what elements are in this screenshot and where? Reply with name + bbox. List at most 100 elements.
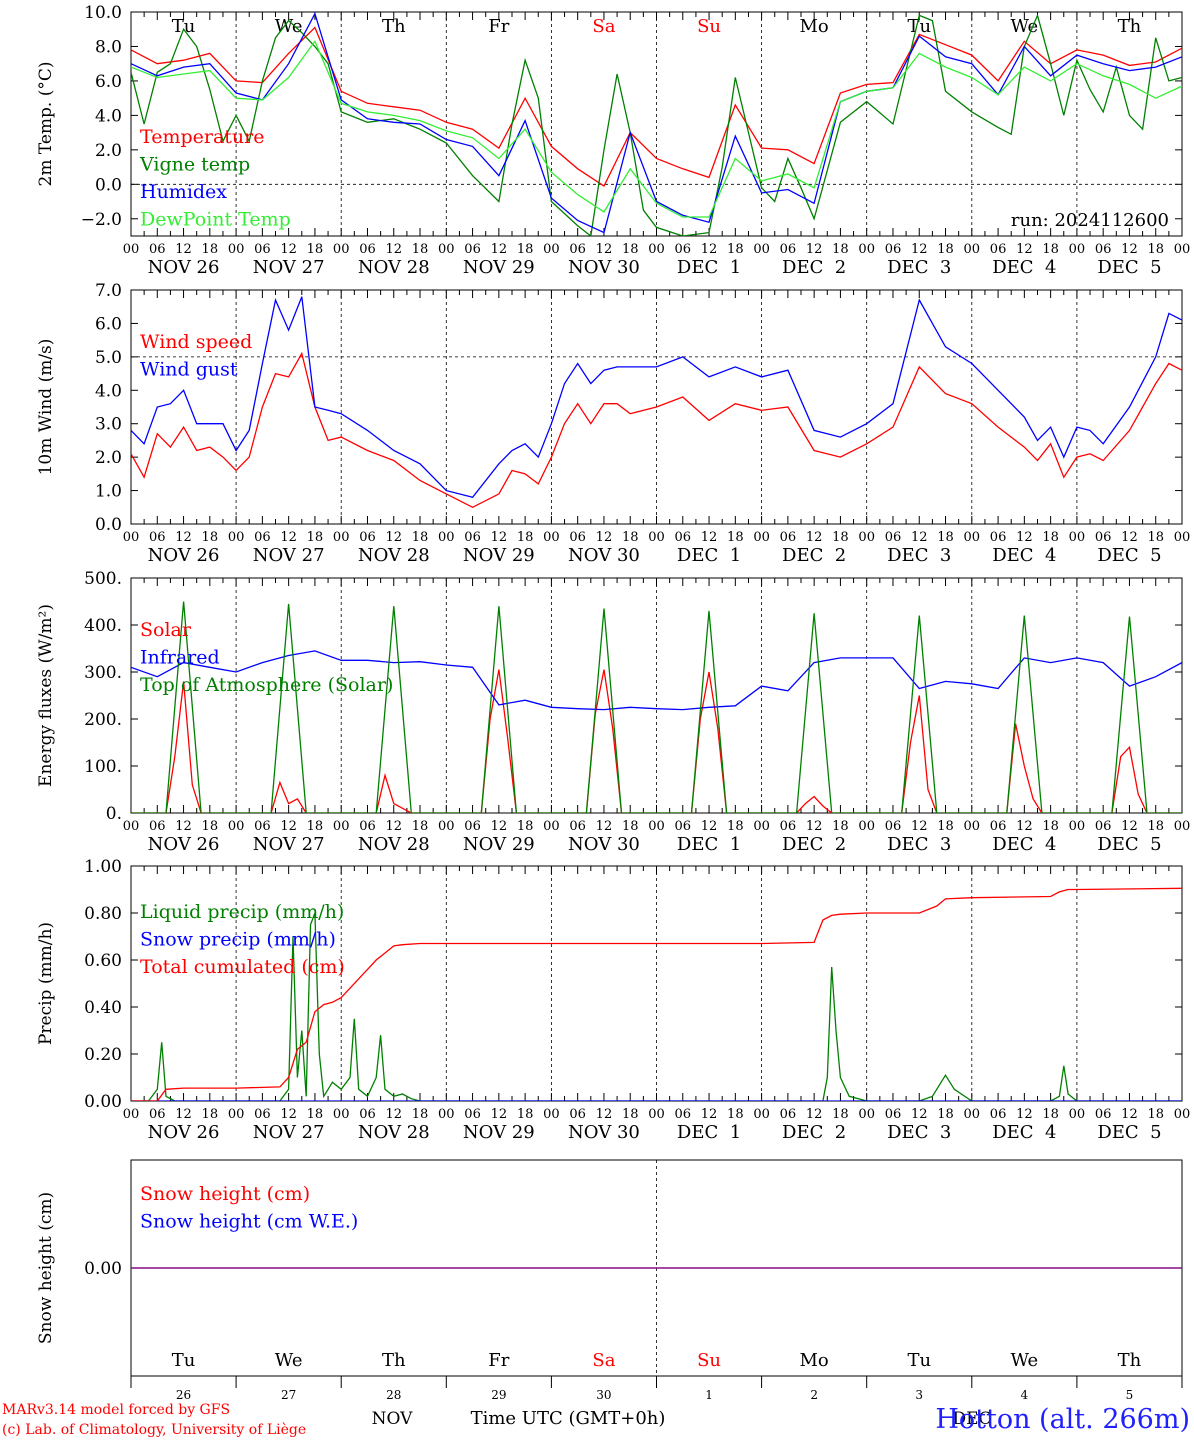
hour-label: 18 [1147, 819, 1164, 834]
panel-3: 0. 100. 200. 300. 400. 500. Energy fluxes (W/m… [36, 569, 1190, 855]
hour-label: 06 [569, 242, 586, 257]
hour-label: 18 [1042, 530, 1059, 545]
date-label: NOV 30 [568, 1122, 640, 1143]
panel-2: 0.0 1.0 2.0 3.0 4.0 5.0 6.0 7.0 10m Wind (m/s) 00… [36, 281, 1190, 566]
hour-label: 18 [412, 242, 429, 257]
day-name-label: Fr [488, 16, 509, 37]
meteogram-panels: −2.00.02.04.06.08.010.02m Temp. (°C)00 06… [36, 3, 1190, 1402]
hour-label: 12 [806, 530, 823, 545]
hour-label: 00 [964, 819, 981, 834]
hour-label: 12 [1016, 530, 1033, 545]
hour-label: 12 [175, 242, 192, 257]
day-name-label: We [1011, 1350, 1039, 1371]
date-label: NOV 30 [568, 257, 640, 278]
date-label: DEC 1 [677, 834, 741, 855]
y-tick-label: 0.80 [84, 904, 122, 924]
date-label: DEC 5 [1097, 257, 1161, 278]
date-label: NOV 27 [253, 545, 325, 566]
hour-label: 06 [780, 530, 797, 545]
hour-label: 18 [1147, 242, 1164, 257]
hour-label: 00 [123, 242, 140, 257]
day-number-label: 29 [491, 1388, 506, 1402]
date-label: DEC 3 [887, 545, 951, 566]
hour-label: 00 [438, 242, 455, 257]
hour-label: 12 [1121, 1107, 1138, 1122]
day-name-label: Sa [592, 1350, 615, 1371]
date-label: DEC 1 [677, 1122, 741, 1143]
date-label: NOV 28 [358, 545, 430, 566]
hour-label: 06 [1095, 530, 1112, 545]
hour-label: 00 [858, 819, 875, 834]
date-label: DEC 4 [992, 545, 1056, 566]
y-tick-label: 0. [106, 804, 122, 824]
hour-label: 18 [727, 819, 744, 834]
date-label: DEC 2 [782, 545, 846, 566]
hour-label: 18 [727, 242, 744, 257]
day-name-label: Fr [488, 1350, 509, 1371]
date-label: NOV 28 [358, 257, 430, 278]
hour-label: 00 [438, 819, 455, 834]
day-name-label: Tu [907, 16, 931, 37]
hour-label: 12 [806, 1107, 823, 1122]
hour-label: 00 [1174, 242, 1191, 257]
hour-label: 06 [675, 1107, 692, 1122]
hour-label: 18 [937, 819, 954, 834]
day-number-label: 27 [281, 1388, 296, 1402]
hour-label: 18 [517, 819, 534, 834]
date-label: NOV 30 [568, 545, 640, 566]
hour-label: 06 [990, 1107, 1007, 1122]
y-tick-label: 8.0 [95, 37, 122, 57]
hour-label: 18 [1147, 1107, 1164, 1122]
hour-label: 06 [990, 819, 1007, 834]
hour-label: 12 [911, 819, 928, 834]
hour-label: 00 [1069, 1107, 1086, 1122]
hour-label: 12 [911, 242, 928, 257]
day-name-label: Mo [800, 1350, 829, 1371]
hour-label: 00 [228, 1107, 245, 1122]
hour-label: 00 [228, 530, 245, 545]
series-line-wind-gust [131, 296, 1182, 499]
hour-label: 00 [1174, 1107, 1191, 1122]
hour-label: 18 [937, 1107, 954, 1122]
day-number-label: 30 [596, 1388, 611, 1402]
hour-label: 00 [123, 1107, 140, 1122]
hour-label: 00 [543, 242, 560, 257]
hour-label: 12 [385, 530, 402, 545]
hour-label: 18 [832, 242, 849, 257]
legend-entry: Infrared [140, 647, 220, 669]
day-number-label: 4 [1021, 1388, 1029, 1402]
hour-label: 12 [1121, 242, 1138, 257]
date-label: DEC 1 [677, 257, 741, 278]
series-group [131, 887, 1182, 1101]
hour-label: 18 [517, 242, 534, 257]
hour-label: 00 [648, 530, 665, 545]
hour-label: 18 [937, 242, 954, 257]
hour-label: 12 [280, 1107, 297, 1122]
day-name-label: Th [382, 16, 406, 37]
hour-label: 00 [333, 242, 350, 257]
y-tick-label: 2.0 [95, 141, 122, 161]
day-name-label: We [275, 16, 303, 37]
hour-label: 06 [675, 819, 692, 834]
y-axis-title: 10m Wind (m/s) [36, 339, 56, 476]
hour-label: 18 [307, 530, 324, 545]
hour-label: 18 [832, 819, 849, 834]
hour-label: 12 [175, 530, 192, 545]
hour-label: 00 [543, 1107, 560, 1122]
hour-label: 06 [464, 242, 481, 257]
hour-label: 18 [727, 530, 744, 545]
hour-label: 00 [333, 1107, 350, 1122]
date-label: NOV 26 [148, 545, 220, 566]
date-label: NOV 28 [358, 1122, 430, 1143]
day-number-label: 3 [915, 1388, 923, 1402]
y-tick-label: 300. [84, 663, 122, 683]
time-axis-label: Time UTC (GMT+0h) [471, 1408, 666, 1429]
hour-label: 18 [202, 1107, 219, 1122]
day-name-label: Sa [592, 16, 615, 37]
meteogram-footer: NOV DEC Time UTC (GMT+0h) MARv3.14 model… [2, 1402, 1190, 1438]
hour-label: 00 [1174, 530, 1191, 545]
hour-label: 12 [280, 530, 297, 545]
hour-label: 18 [412, 1107, 429, 1122]
hour-label: 00 [438, 530, 455, 545]
hour-label: 18 [1147, 530, 1164, 545]
